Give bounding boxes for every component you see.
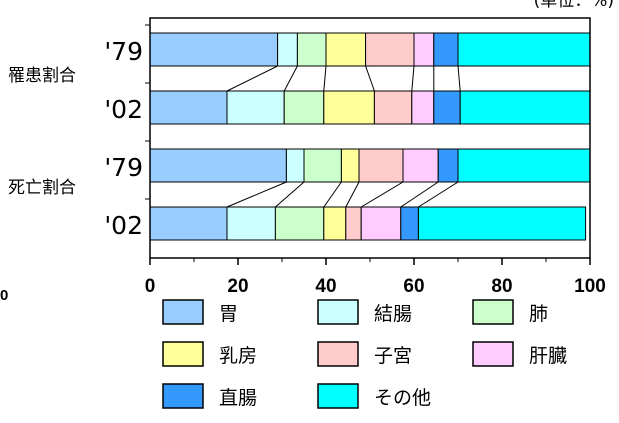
bar-segment: [413, 32, 435, 67]
connector-line: [323, 181, 342, 208]
connector-line: [360, 181, 404, 208]
bar-segment: [323, 206, 347, 241]
bar-segment: [226, 206, 276, 241]
bar-segment: [358, 148, 404, 183]
connector-lines: [226, 65, 461, 208]
bar-segment: [226, 90, 285, 125]
stray-axis-label: 0: [0, 287, 8, 304]
year-label: '02: [104, 95, 143, 124]
year-label: '02: [104, 211, 143, 240]
unit-note: (単位：%): [534, 0, 614, 11]
legend-label: 胃: [219, 303, 238, 325]
bar-segment: [433, 90, 461, 125]
legend-label: 結腸: [374, 303, 412, 325]
legend-label: その他: [374, 387, 431, 409]
year-label: '79: [104, 153, 143, 182]
bar-segment: [457, 32, 591, 67]
legend-swatch: [317, 383, 359, 409]
bar-segment: [149, 32, 279, 67]
bar-segment: [285, 148, 305, 183]
bar-segment: [323, 90, 375, 125]
connector-line: [457, 65, 461, 92]
bar-segment: [360, 206, 402, 241]
bar-segment: [283, 90, 325, 125]
bar-segment: [325, 32, 367, 67]
connector-line: [323, 65, 327, 92]
bar-segment: [274, 206, 325, 241]
bars: [149, 32, 591, 241]
connector-line: [283, 65, 298, 92]
legend-label: 子宮: [374, 345, 412, 367]
connector-line: [275, 181, 305, 208]
bar-segment: [303, 148, 342, 183]
x-tick-label: 20: [227, 276, 248, 297]
bar-segment: [402, 148, 439, 183]
bar-segment: [340, 148, 360, 183]
legend-swatch: [472, 341, 514, 367]
bar-segment: [400, 206, 419, 241]
legend-swatch: [162, 383, 204, 409]
connector-line: [226, 181, 287, 208]
connector-line: [400, 181, 439, 208]
legend-label: 直腸: [219, 387, 257, 409]
bar-segment: [411, 90, 435, 125]
legend-label: 乳房: [219, 345, 257, 367]
legend-swatch: [162, 341, 204, 367]
x-tick-label: 80: [491, 276, 512, 297]
x-axis: 0 20 40 60 80 100: [145, 258, 606, 297]
connector-line: [365, 65, 375, 92]
bar-segment: [433, 32, 459, 67]
year-label: '79: [104, 37, 143, 66]
group-label: 罹患割合: [8, 66, 76, 86]
legend-label: 肝臓: [529, 345, 567, 367]
bar-segment: [365, 32, 415, 67]
legend-swatch: [162, 299, 204, 325]
bar-segment: [296, 32, 327, 67]
x-tick-label: 40: [315, 276, 336, 297]
legend-swatch: [472, 299, 514, 325]
connector-line: [411, 65, 415, 92]
bar-segment: [149, 148, 287, 183]
bar-segment: [277, 32, 298, 67]
bar-segment: [149, 206, 228, 241]
bar-segment: [149, 90, 228, 125]
x-tick-label: 100: [574, 276, 606, 297]
connector-line: [226, 65, 278, 92]
x-tick-label: 60: [403, 276, 424, 297]
connector-line: [345, 181, 360, 208]
x-tick-label: 0: [145, 276, 156, 297]
bar-segment: [457, 148, 591, 183]
bar-segment: [459, 90, 591, 125]
bar-segment: [417, 206, 587, 241]
legend-label: 肺: [529, 303, 548, 325]
bar-segment: [345, 206, 362, 241]
connector-line: [418, 181, 459, 208]
legend-swatch: [317, 341, 359, 367]
legend-swatch: [317, 299, 359, 325]
group-label: 死亡割合: [8, 178, 76, 198]
bar-segment: [437, 148, 459, 183]
bar-segment: [373, 90, 413, 125]
